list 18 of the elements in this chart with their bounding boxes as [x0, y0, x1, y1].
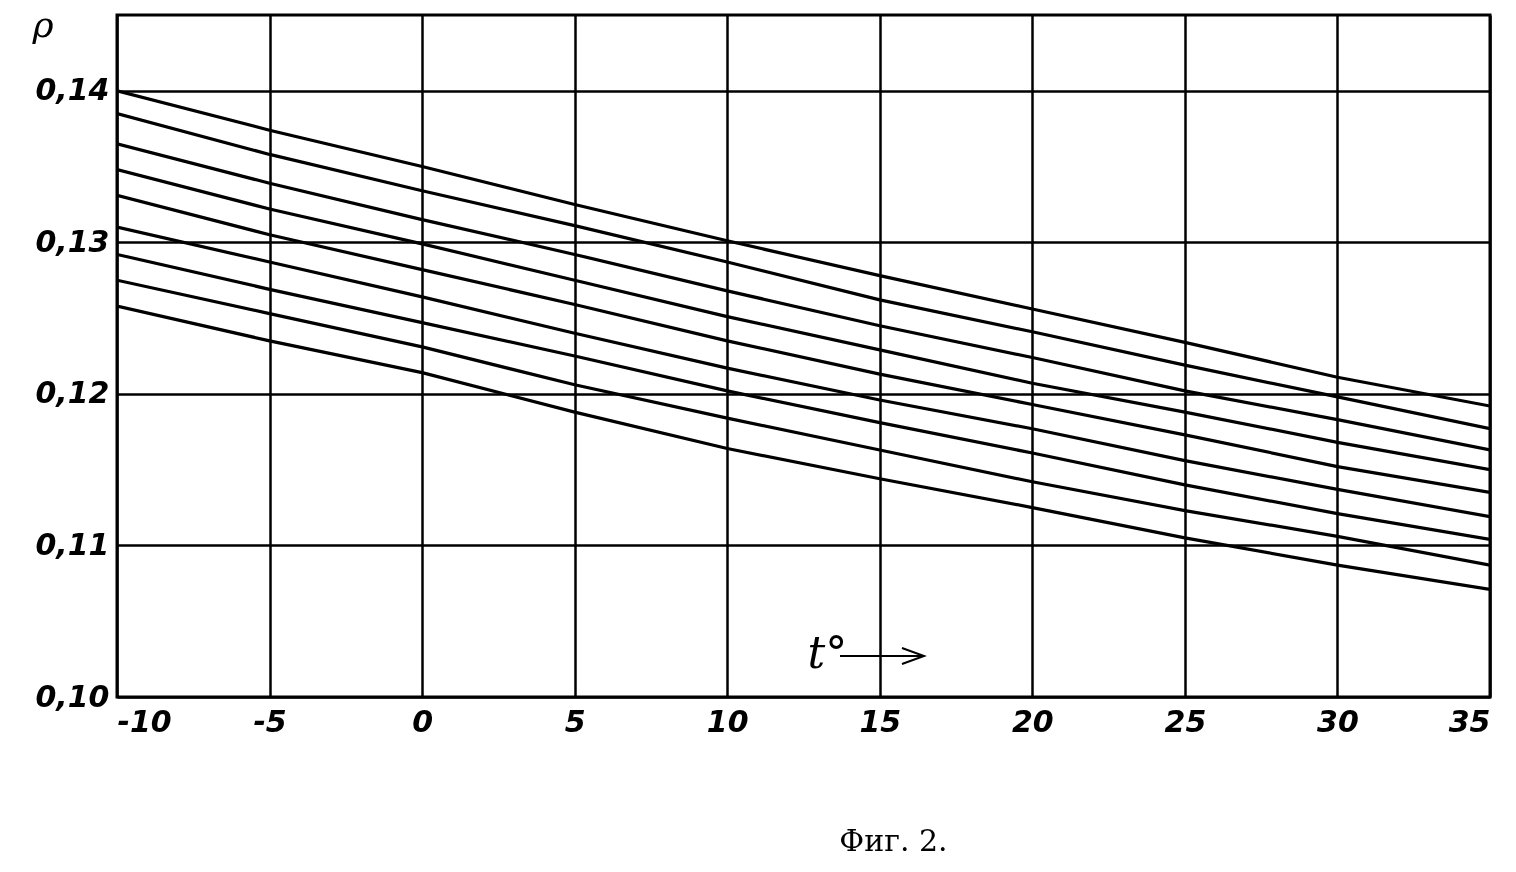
text: Фиг. 2.	[839, 823, 948, 858]
x-tick-label: 5	[564, 703, 586, 739]
x-tick-label: 0	[412, 703, 434, 739]
x-tick-label: -10	[117, 703, 172, 739]
y-tick-label: 0,12	[35, 375, 110, 411]
x-tick-label: -5	[253, 703, 287, 739]
x-tick-label: 15	[859, 703, 902, 739]
y-tick-label: 0,13	[35, 223, 110, 259]
x-tick-label: 25	[1164, 703, 1207, 739]
y-tick-label: 0,10	[35, 678, 110, 714]
x-tick-label: 20	[1011, 703, 1054, 739]
x-tick-label: 35	[1448, 703, 1491, 739]
x-axis-title: t°	[807, 626, 848, 678]
y-tick-label: 0,11	[35, 526, 110, 562]
y-axis-title: ρ	[31, 3, 54, 45]
y-tick-label: 0,14	[35, 72, 110, 108]
x-tick-label: 10	[706, 703, 749, 739]
x-tick-label: 30	[1317, 703, 1359, 739]
